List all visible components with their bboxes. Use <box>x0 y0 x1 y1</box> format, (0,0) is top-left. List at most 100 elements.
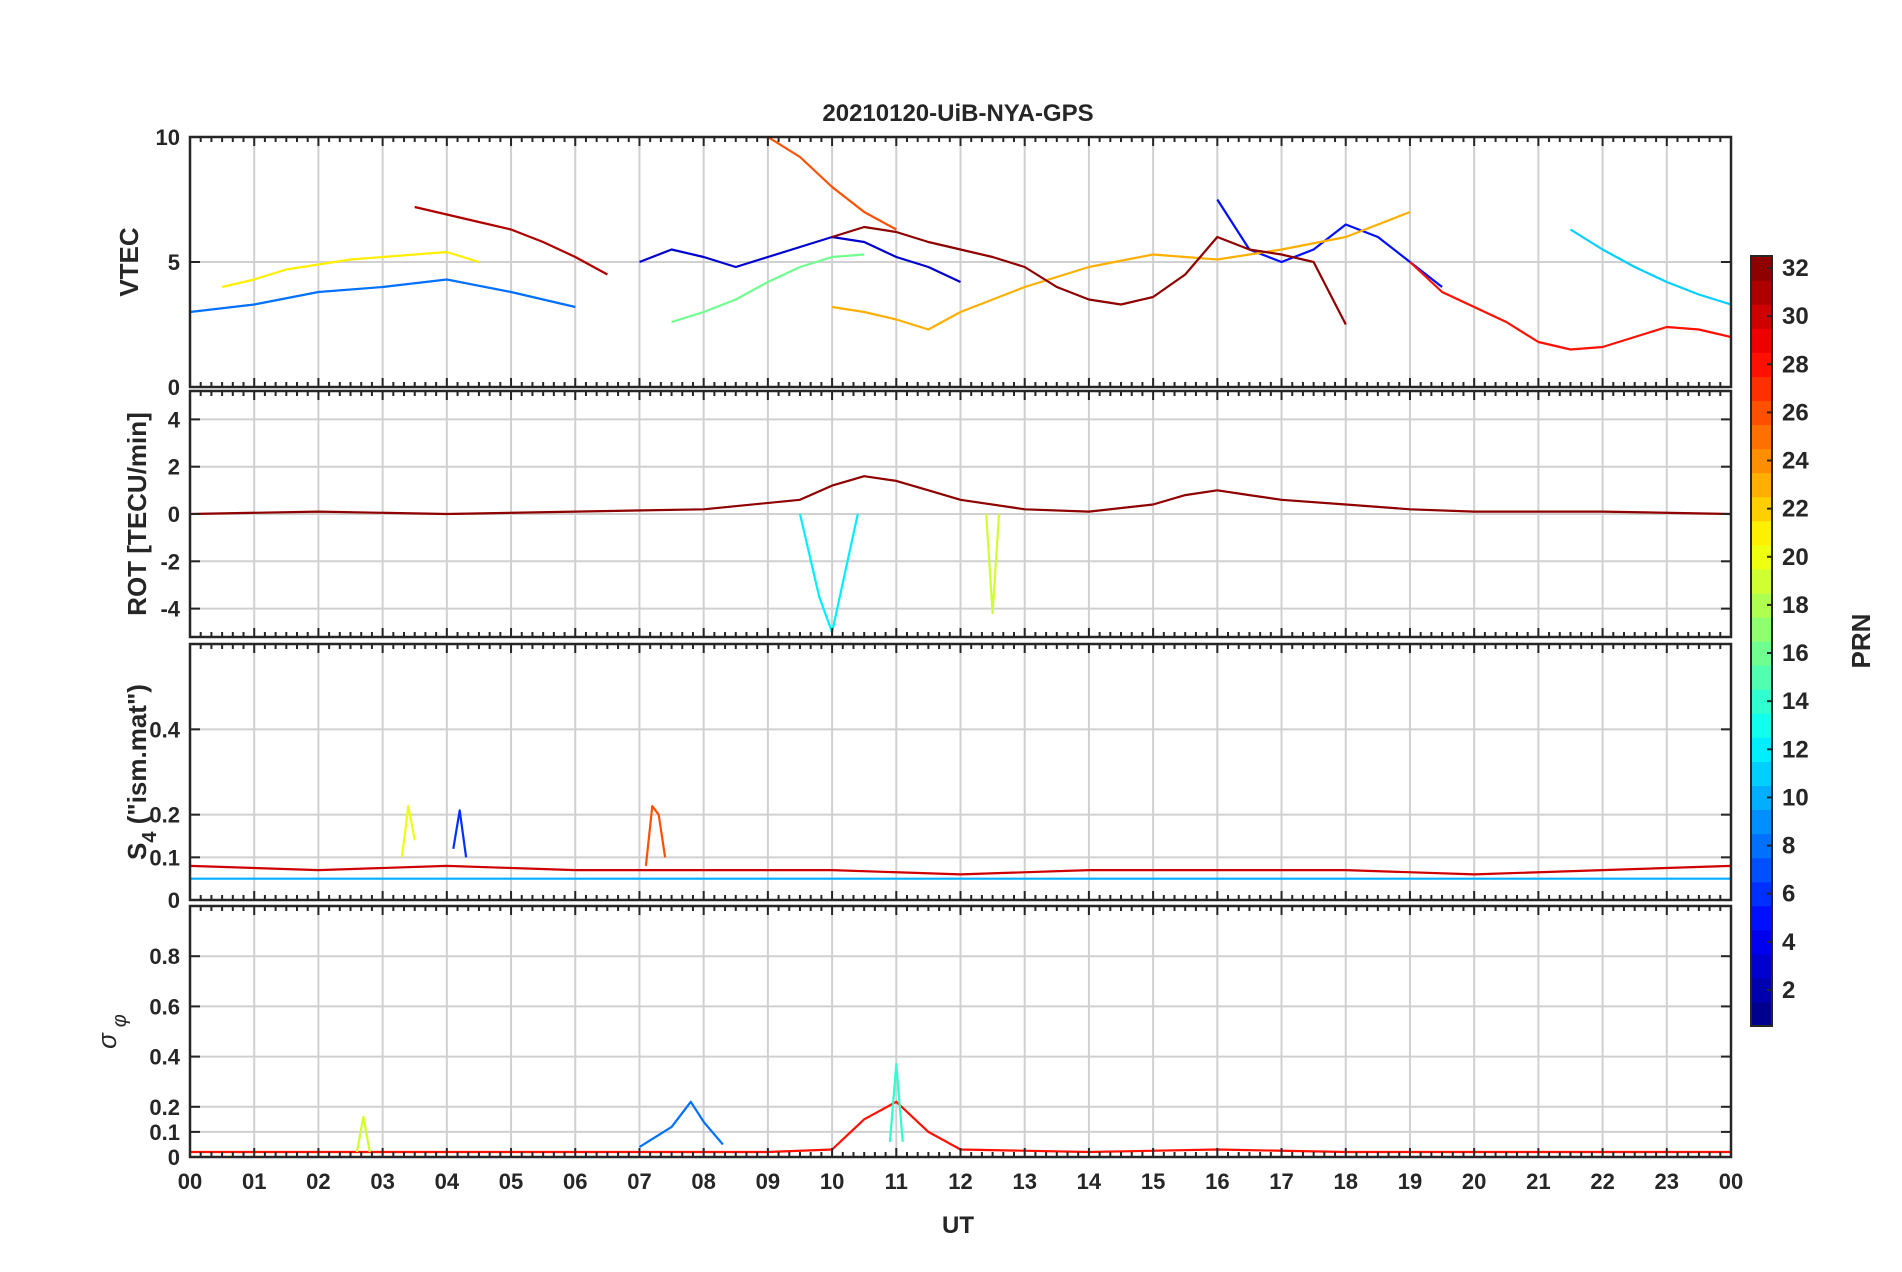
series-prn-19 <box>985 513 1001 615</box>
colorbar-frame <box>1750 255 1773 1027</box>
y-tick-label: 0 <box>168 1145 180 1170</box>
colorbar-tick-label: 10 <box>1782 784 1809 811</box>
panel-frame <box>188 389 1733 639</box>
y-axis-label-main: σ <box>92 1032 122 1049</box>
x-tick-label: 15 <box>1141 1169 1165 1194</box>
colorbar-band <box>1751 520 1772 546</box>
series-prn-6 <box>452 809 468 858</box>
series-prn-8 <box>638 1100 724 1148</box>
x-tick-label: 10 <box>820 1169 844 1194</box>
x-tick-label: 21 <box>1526 1169 1550 1194</box>
series-prn-20 <box>400 804 416 858</box>
colorbar-band <box>1751 761 1772 786</box>
y-tick-label: 0.2 <box>149 1095 180 1120</box>
colorbar-band <box>1751 905 1772 931</box>
colorbar-band <box>1751 568 1772 594</box>
colorbar-band <box>1751 1001 1772 1027</box>
x-tick-label: 17 <box>1269 1169 1293 1194</box>
colorbar-band <box>1751 785 1772 811</box>
y-tick-label: 0.1 <box>149 1120 180 1145</box>
series-group <box>190 804 1731 880</box>
panel-frame <box>188 135 1733 389</box>
colorbar-band <box>1751 280 1772 305</box>
y-tick-label: 0 <box>168 502 180 527</box>
series-prn-11 <box>1569 228 1731 306</box>
colorbar-tick-label: 26 <box>1782 399 1809 426</box>
colorbar-band <box>1751 424 1772 450</box>
colorbar-band <box>1751 737 1772 762</box>
x-tick-label: 01 <box>242 1169 266 1194</box>
y-tick-label: 0.4 <box>149 1045 180 1070</box>
x-tick-label: 13 <box>1012 1169 1036 1194</box>
colorbar-band <box>1751 641 1772 666</box>
panel-rot: -4 -2 0 2 4 ROT [TECU/min] <box>122 389 1733 639</box>
y-axis-label-sub: φ <box>109 1014 131 1027</box>
series-prn-26 <box>767 137 897 231</box>
x-tick-label: 06 <box>563 1169 587 1194</box>
colorbar-tick-label: 12 <box>1782 736 1809 763</box>
series-group <box>190 137 1731 351</box>
colorbar-band <box>1751 809 1772 835</box>
series-prn-5 <box>1216 198 1443 288</box>
colorbar-band <box>1751 592 1772 618</box>
y-axis-label: S4 ("ism.mat") <box>122 684 161 860</box>
x-tick-label: 12 <box>948 1169 972 1194</box>
y-tick-label: 5 <box>168 250 180 275</box>
y-tick-label: 0.2 <box>149 803 180 828</box>
x-tick-label: 23 <box>1655 1169 1679 1194</box>
colorbar-tick-label: 18 <box>1782 592 1809 619</box>
y-tick-label: 0.1 <box>149 845 180 870</box>
x-tick-label: 14 <box>1077 1169 1102 1194</box>
x-tick-label: 22 <box>1590 1169 1614 1194</box>
y-tick-label: 2 <box>168 455 180 480</box>
colorbar-band <box>1751 953 1772 979</box>
series-prn-26 <box>644 804 667 867</box>
y-axis-label-rest: ("ism.mat") <box>122 684 152 831</box>
x-tick-label: 09 <box>756 1169 780 1194</box>
colorbar-band <box>1751 304 1772 329</box>
y-tick-label: 0.6 <box>149 994 180 1019</box>
y-tick-label: -2 <box>160 549 180 574</box>
y-tick-label: 0 <box>168 375 180 400</box>
colorbar-band <box>1751 929 1772 955</box>
series-prn-30 <box>190 864 1731 876</box>
colorbar-tick-label: 2 <box>1782 977 1795 1004</box>
series-prn-28 <box>1409 261 1731 351</box>
colorbar-tick-label: 28 <box>1782 351 1809 378</box>
colorbar-band <box>1751 857 1772 883</box>
colorbar-band <box>1751 665 1772 690</box>
series-prn-23 <box>831 210 1411 331</box>
colorbar-band <box>1751 881 1772 907</box>
colorbar-tick-label: 4 <box>1782 929 1796 956</box>
y-axis-label: σφ <box>92 1014 131 1049</box>
y-tick-label: 4 <box>168 407 181 432</box>
series-prn-32 <box>190 475 1731 516</box>
y-tick-label: 0.8 <box>149 944 180 969</box>
colorbar-tick-label: 32 <box>1782 255 1809 282</box>
colorbar-tick-label: 16 <box>1782 640 1809 667</box>
series-prn-31 <box>414 205 608 276</box>
series-prn-32 <box>831 225 1347 326</box>
colorbar-tick-label: 8 <box>1782 833 1795 860</box>
x-tick-label: 00 <box>178 1169 202 1194</box>
chart-title: 20210120-UiB-NYA-GPS <box>822 100 1093 127</box>
series-prn-21 <box>221 250 480 289</box>
colorbar-band <box>1751 544 1772 570</box>
colorbar-tick-label: 14 <box>1782 688 1809 715</box>
x-tick-label: 02 <box>306 1169 330 1194</box>
x-tick-label: 20 <box>1462 1169 1486 1194</box>
colorbar-band <box>1751 472 1772 498</box>
x-tick-label: 03 <box>370 1169 394 1194</box>
y-axis-label-main: S <box>122 843 152 860</box>
colorbar-label: PRN <box>1846 614 1876 669</box>
colorbar-tick-label: 22 <box>1782 496 1809 523</box>
x-tick-label: 05 <box>499 1169 523 1194</box>
colorbar-tick-label: 6 <box>1782 881 1795 908</box>
series-prn-8 <box>190 278 576 314</box>
series-prn-19 <box>355 1115 371 1153</box>
x-tick-label: 07 <box>627 1169 651 1194</box>
y-axis-label: VTEC <box>114 227 144 297</box>
